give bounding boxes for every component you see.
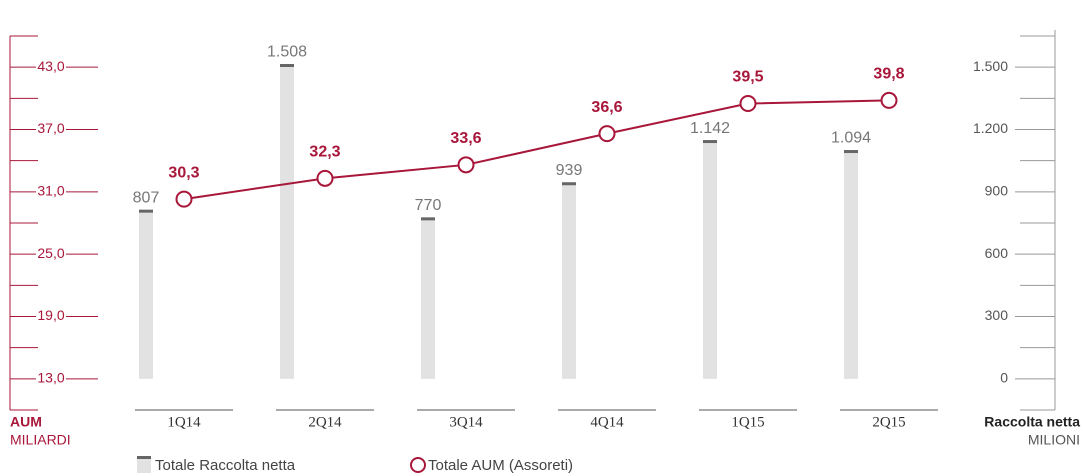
line-value-label: 39,8: [873, 66, 904, 83]
bar: [280, 65, 294, 379]
line-value-label: 30,3: [168, 164, 199, 181]
legend-swatch: [137, 456, 151, 473]
y-tick-label: 19,0: [37, 307, 64, 323]
line-marker: [457, 156, 475, 174]
legend-label: Totale AUM (Assoreti): [428, 457, 573, 474]
bar-cap: [280, 64, 294, 68]
y-tick-label: 25,0: [37, 245, 64, 261]
y2-axis-title: Raccolta netta: [984, 414, 1080, 430]
y2-tick-label: 900: [985, 183, 1009, 199]
bar-value-label: 1.508: [267, 44, 307, 61]
y2-tick-label: 600: [985, 245, 1009, 261]
bar-value-label: 770: [415, 197, 442, 214]
line-value-label: 32,3: [309, 144, 340, 161]
y-tick-label: 13,0: [37, 370, 64, 386]
bar-cap: [844, 150, 858, 154]
bar-cap: [703, 140, 717, 144]
x-tick-label: 2Q14: [308, 414, 342, 430]
bar-value-label: 807: [133, 189, 160, 206]
y-tick-label: 37,0: [37, 120, 64, 136]
line-marker: [598, 125, 616, 143]
bar-value-label: 1.142: [690, 120, 730, 137]
line-marker: [739, 95, 757, 113]
bar: [139, 211, 153, 379]
bar-cap: [562, 182, 576, 186]
line: [183, 99, 890, 201]
bar-cap: [421, 217, 435, 221]
bar: [421, 218, 435, 379]
y-tick-label: 43,0: [37, 58, 64, 74]
y2-tick-label: 1.500: [973, 58, 1008, 74]
y-axis-title: AUM: [10, 414, 42, 430]
line-value-label: 33,6: [450, 130, 481, 147]
y2-tick-label: 0: [1000, 370, 1008, 386]
y2-axis-subtitle: MILIONI: [1028, 432, 1080, 448]
bar-cap: [139, 209, 153, 213]
bar: [562, 183, 576, 379]
legend-label: Totale Raccolta netta: [155, 457, 296, 474]
x-tick-label: 1Q14: [167, 414, 201, 430]
bar-value-label: 1.094: [831, 130, 871, 147]
x-tick-label: 3Q14: [449, 414, 483, 430]
bar: [844, 151, 858, 379]
legend-swatch-cap: [137, 456, 151, 459]
y2-tick-label: 1.200: [973, 120, 1008, 136]
x-tick-label: 2Q15: [872, 414, 905, 430]
y2-tick-label: 300: [985, 307, 1009, 323]
y-tick-label: 31,0: [37, 183, 64, 199]
bar: [703, 141, 717, 379]
line-marker: [175, 190, 193, 208]
y-axis-subtitle: MILIARDI: [10, 432, 71, 448]
line-marker: [316, 169, 334, 187]
bar-value-label: 939: [556, 162, 583, 179]
x-tick-label: 1Q15: [731, 414, 764, 430]
line-marker: [880, 91, 898, 109]
line-value-label: 36,6: [591, 99, 622, 116]
legend-swatch: [410, 457, 426, 473]
x-tick-label: 4Q14: [590, 414, 624, 430]
line-value-label: 39,5: [732, 69, 763, 86]
